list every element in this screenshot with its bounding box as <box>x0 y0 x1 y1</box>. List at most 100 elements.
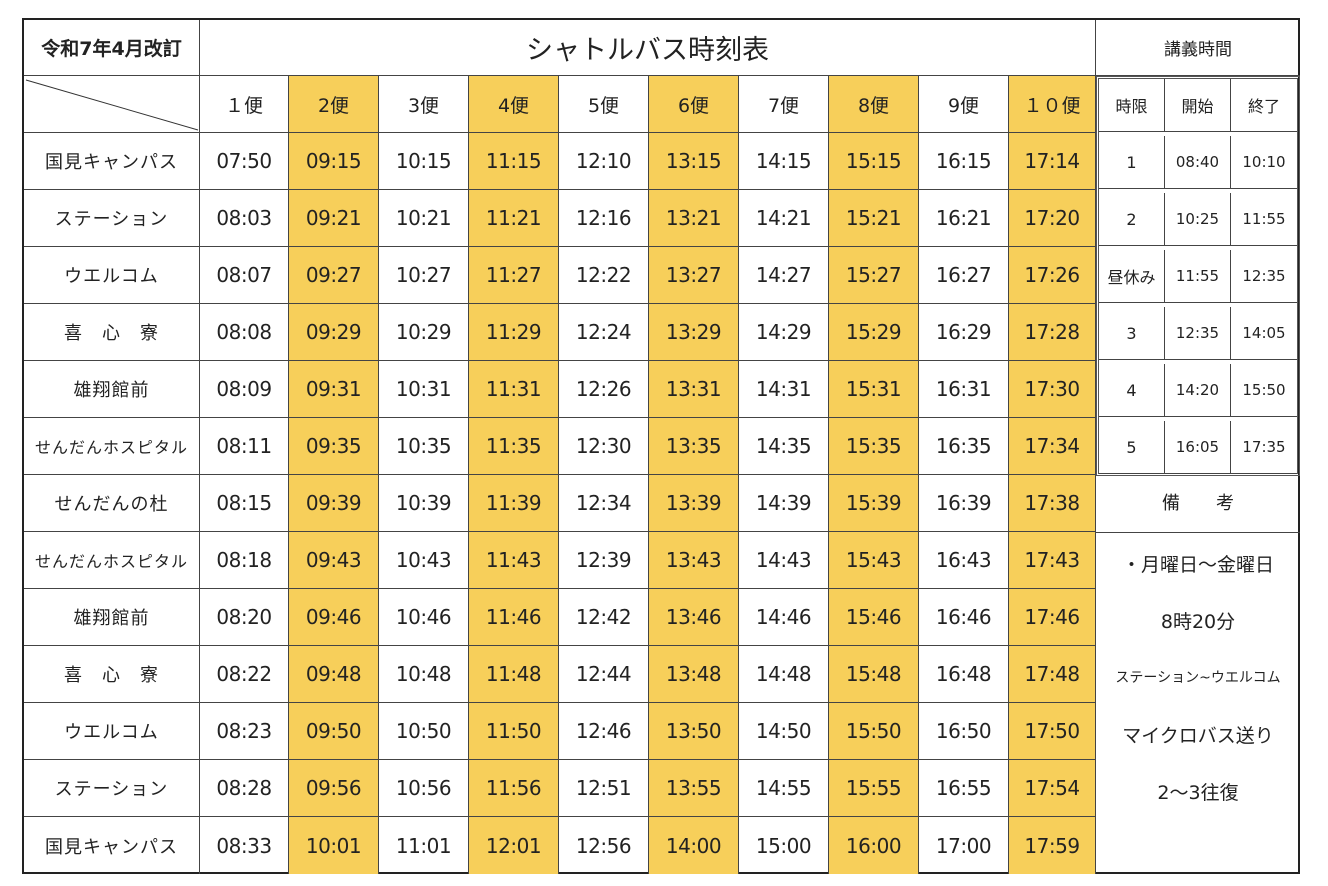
time-cell: 15:29 <box>829 304 919 361</box>
bin-header: 4便 <box>469 76 559 133</box>
lecture-cell: 1 <box>1099 136 1165 189</box>
stop-name: 雄翔館前 <box>24 589 200 646</box>
time-cell: 16:15 <box>919 133 1009 190</box>
time-cell: 08:03 <box>200 190 289 247</box>
revision-label: 令和7年4月改訂 <box>24 20 200 76</box>
bin-header: 9便 <box>919 76 1009 133</box>
bin-header: 6便 <box>649 76 739 133</box>
time-cell: 16:43 <box>919 532 1009 589</box>
remarks-line-5: 2～3往復 <box>1157 782 1239 804</box>
time-cell: 08:18 <box>200 532 289 589</box>
time-cell: 11:35 <box>469 418 559 475</box>
stop-name: ステーション <box>24 760 200 817</box>
time-cell: 15:21 <box>829 190 919 247</box>
time-cell: 12:16 <box>559 190 649 247</box>
time-cell: 09:21 <box>289 190 379 247</box>
time-cell: 14:29 <box>739 304 829 361</box>
time-cell: 16:21 <box>919 190 1009 247</box>
stop-name: せんだんの杜 <box>24 475 200 532</box>
time-cell: 17:59 <box>1009 817 1096 874</box>
time-cell: 12:42 <box>559 589 649 646</box>
time-cell: 11:39 <box>469 475 559 532</box>
time-cell: 11:31 <box>469 361 559 418</box>
time-cell: 10:29 <box>379 304 469 361</box>
time-cell: 13:55 <box>649 760 739 817</box>
time-cell: 12:01 <box>469 817 559 874</box>
time-cell: 12:30 <box>559 418 649 475</box>
time-cell: 10:35 <box>379 418 469 475</box>
time-cell: 12:34 <box>559 475 649 532</box>
time-cell: 10:39 <box>379 475 469 532</box>
time-cell: 15:31 <box>829 361 919 418</box>
time-cell: 08:28 <box>200 760 289 817</box>
time-cell: 13:15 <box>649 133 739 190</box>
time-cell: 15:35 <box>829 418 919 475</box>
time-cell: 10:01 <box>289 817 379 874</box>
time-cell: 11:46 <box>469 589 559 646</box>
time-cell: 17:00 <box>919 817 1009 874</box>
time-cell: 14:48 <box>739 646 829 703</box>
time-cell: 15:39 <box>829 475 919 532</box>
time-cell: 10:56 <box>379 760 469 817</box>
time-cell: 17:34 <box>1009 418 1096 475</box>
time-cell: 14:55 <box>739 760 829 817</box>
lecture-cell: 11:55 <box>1165 250 1231 303</box>
lecture-table: 時限 開始 終了 1 08:40 10:10 2 10:25 11:55 昼休み 11:55 12:3… <box>1096 76 1300 476</box>
time-cell: 12:22 <box>559 247 649 304</box>
stop-name: ウエルコム <box>24 247 200 304</box>
lecture-header: 終了 <box>1231 79 1297 132</box>
time-cell: 09:15 <box>289 133 379 190</box>
time-cell: 16:29 <box>919 304 1009 361</box>
time-cell: 17:30 <box>1009 361 1096 418</box>
stop-name: せんだんホスピタル <box>24 532 200 589</box>
time-cell: 13:46 <box>649 589 739 646</box>
time-cell: 13:21 <box>649 190 739 247</box>
time-cell: 11:50 <box>469 703 559 760</box>
time-cell: 13:43 <box>649 532 739 589</box>
time-cell: 15:00 <box>739 817 829 874</box>
time-cell: 15:48 <box>829 646 919 703</box>
lecture-cell: 4 <box>1099 364 1165 417</box>
time-cell: 10:46 <box>379 589 469 646</box>
stop-name: 雄翔館前 <box>24 361 200 418</box>
time-cell: 08:11 <box>200 418 289 475</box>
time-cell: 15:50 <box>829 703 919 760</box>
time-cell: 14:39 <box>739 475 829 532</box>
time-cell: 08:33 <box>200 817 289 874</box>
time-cell: 17:26 <box>1009 247 1096 304</box>
stop-name: ステーション <box>24 190 200 247</box>
time-cell: 09:31 <box>289 361 379 418</box>
time-cell: 08:22 <box>200 646 289 703</box>
remarks-line-2: 8時20分 <box>1160 611 1236 633</box>
lecture-header: 開始 <box>1165 79 1231 132</box>
time-cell: 17:43 <box>1009 532 1096 589</box>
time-cell: 13:48 <box>649 646 739 703</box>
timetable-sheet: 令和7年4月改訂 シャトルバス時刻表 講義時間 １便 2便 3便 4便 5便 6便 7便 8便… <box>22 18 1300 874</box>
remarks-panel: 備 考 ・月曜日～金曜日 8時20分 ステーション~ウエルコム マイクロバス送り… <box>1096 476 1300 874</box>
time-cell: 13:39 <box>649 475 739 532</box>
remarks-line-1: ・月曜日～金曜日 <box>1121 554 1274 576</box>
time-cell: 12:24 <box>559 304 649 361</box>
time-cell: 09:27 <box>289 247 379 304</box>
stop-name: 国見キャンパス <box>24 817 200 874</box>
bin-header: 3便 <box>379 76 469 133</box>
time-cell: 15:15 <box>829 133 919 190</box>
bin-header: 2便 <box>289 76 379 133</box>
stop-name: ウエルコム <box>24 703 200 760</box>
stop-name: 国見キャンパス <box>24 133 200 190</box>
lecture-cell: 14:20 <box>1165 364 1231 417</box>
time-cell: 11:15 <box>469 133 559 190</box>
time-cell: 12:51 <box>559 760 649 817</box>
time-cell: 09:56 <box>289 760 379 817</box>
time-cell: 16:27 <box>919 247 1009 304</box>
time-cell: 09:48 <box>289 646 379 703</box>
time-cell: 09:39 <box>289 475 379 532</box>
time-cell: 12:44 <box>559 646 649 703</box>
time-cell: 11:29 <box>469 304 559 361</box>
time-cell: 11:43 <box>469 532 559 589</box>
time-cell: 14:50 <box>739 703 829 760</box>
time-cell: 11:56 <box>469 760 559 817</box>
diagonal-line-icon <box>25 79 199 131</box>
bin-header: 7便 <box>739 76 829 133</box>
time-cell: 17:54 <box>1009 760 1096 817</box>
